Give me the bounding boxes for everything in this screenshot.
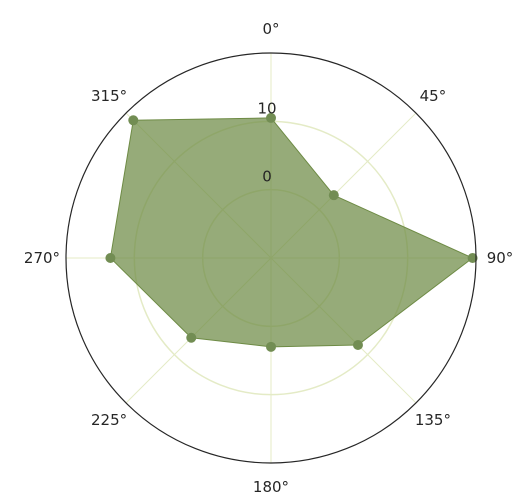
radial-tick-label-0: 0 bbox=[262, 168, 272, 186]
angle-label-3: 135° bbox=[415, 411, 451, 429]
data-point-4 bbox=[266, 341, 276, 352]
angle-tick-labels: 0° 45° 90° 135° 180° 225° 270° 315° bbox=[24, 20, 513, 496]
series-area-0 bbox=[109, 117, 474, 348]
data-point-3 bbox=[352, 339, 363, 350]
angle-label-5: 225° bbox=[91, 411, 127, 429]
data-point-0 bbox=[266, 112, 276, 123]
data-point-7 bbox=[128, 115, 139, 126]
polar-spine bbox=[65, 52, 477, 464]
radial-tick-label-1: 10 bbox=[257, 99, 276, 117]
data-point-2 bbox=[467, 253, 478, 263]
radial-tick-labels: 0 10 bbox=[257, 99, 276, 185]
angle-label-4: 180° bbox=[253, 478, 289, 496]
angle-label-7: 315° bbox=[91, 87, 127, 105]
data-point-1 bbox=[328, 190, 339, 201]
angle-label-2: 90° bbox=[487, 249, 514, 267]
angle-label-6: 270° bbox=[24, 249, 60, 267]
series-layer bbox=[105, 112, 478, 352]
angle-label-1: 45° bbox=[420, 87, 447, 105]
angle-label-0: 0° bbox=[262, 20, 279, 38]
data-point-6 bbox=[105, 253, 116, 263]
data-point-5 bbox=[186, 332, 197, 343]
